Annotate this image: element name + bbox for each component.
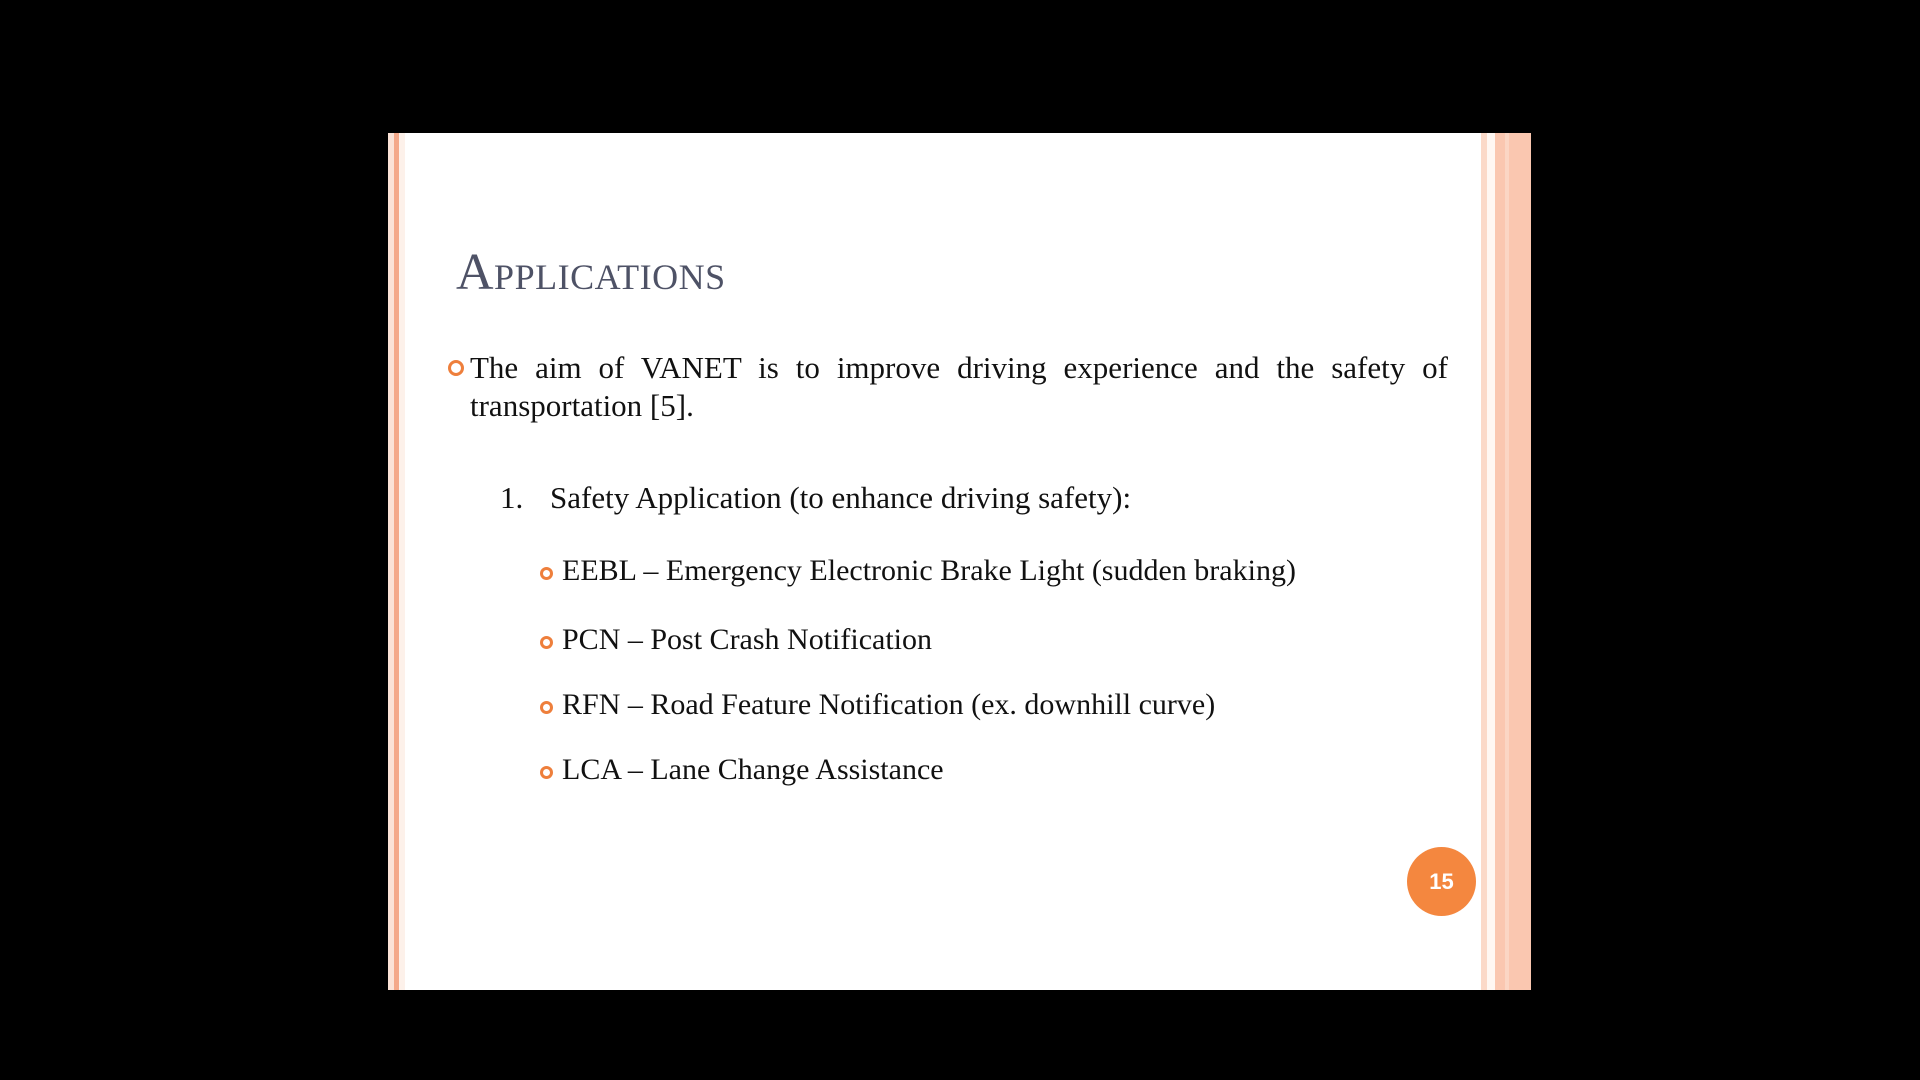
bullet-circle-icon	[540, 701, 553, 714]
left-border-stripe	[388, 133, 394, 990]
sub-item-text: RFN – Road Feature Notification (ex. dow…	[562, 688, 1216, 721]
numbered-item-number: 1.	[500, 480, 524, 515]
bullet-circle-icon	[540, 567, 553, 580]
right-border-stripe	[1481, 133, 1487, 990]
sub-item-text: PCN – Post Crash Notification	[562, 623, 933, 656]
bullet-circle-icon	[448, 360, 464, 376]
right-border-stripe	[1495, 133, 1531, 990]
left-border-stripe	[394, 133, 399, 990]
main-bullet-text: The aim of VANET is to improve driving e…	[470, 350, 1448, 423]
left-border-stripe	[399, 133, 405, 990]
slide-title: Applications	[456, 244, 726, 301]
right-border-stripe	[1487, 133, 1495, 990]
page-number-badge: 15	[1407, 847, 1476, 916]
sub-item-text: LCA – Lane Change Assistance	[562, 753, 944, 786]
sub-item-text: EEBL – Emergency Electronic Brake Light …	[562, 554, 1296, 587]
slide: Applications The aim of VANET is to impr…	[388, 133, 1531, 990]
bullet-circle-icon	[540, 766, 553, 779]
right-border-stripe	[1505, 133, 1509, 990]
bullet-circle-icon	[540, 636, 553, 649]
numbered-item-label: Safety Application (to enhance driving s…	[550, 480, 1132, 515]
